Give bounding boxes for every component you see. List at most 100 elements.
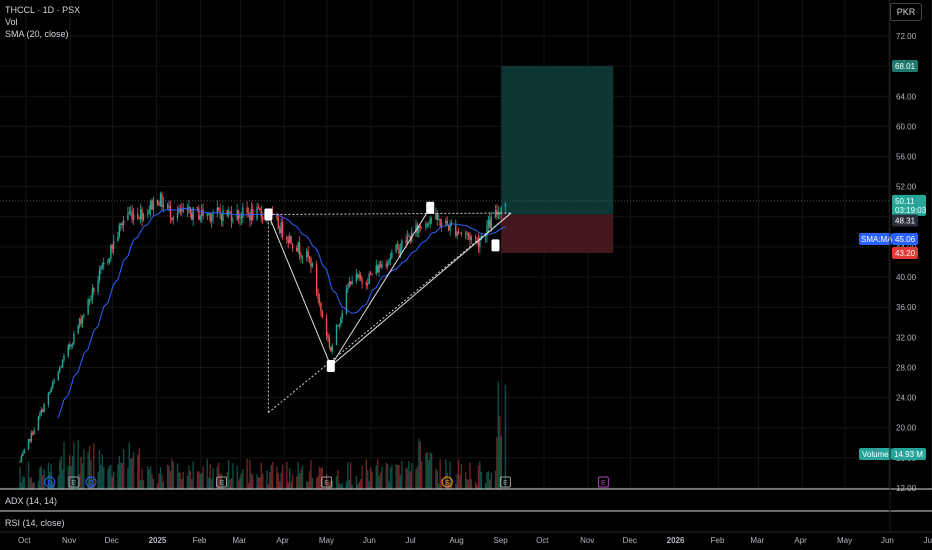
candle-body (381, 264, 383, 268)
candle-body (70, 344, 72, 347)
svg-text:SMA:MA: SMA:MA (861, 235, 893, 244)
adx-pane-label: ADX (14, 14) (5, 496, 58, 506)
candle-body (97, 280, 99, 293)
pattern-point[interactable] (326, 359, 335, 372)
price-axis[interactable]: 72.0068.0064.0060.0056.0052.0048.0044.00… (896, 32, 917, 493)
dividend-event-icon[interactable]: D (44, 476, 56, 488)
svg-text:D: D (89, 480, 94, 487)
volume-bar (29, 478, 31, 489)
volume-bar (108, 465, 111, 489)
candle-body (345, 289, 348, 313)
volume-bar (216, 466, 218, 489)
candle-body (306, 251, 308, 257)
time-tick-label: Dec (623, 536, 637, 545)
candle-body (479, 240, 481, 248)
candle-body (239, 216, 241, 219)
candle-body (138, 218, 140, 220)
profit-zone[interactable] (501, 66, 614, 215)
harmonic-pattern[interactable] (264, 201, 512, 414)
volume-bars (19, 381, 507, 489)
candle-body (189, 207, 192, 214)
candle-body (440, 222, 443, 227)
candle-body (32, 432, 34, 435)
earnings-event-icon[interactable]: E (68, 476, 80, 488)
volume-bar (325, 473, 328, 489)
volume-bar (98, 449, 101, 489)
candle-body (53, 380, 55, 383)
pattern-point[interactable] (491, 239, 500, 252)
candle-body (359, 274, 362, 279)
time-tick-label: Jul (924, 536, 932, 545)
earnings-event-icon[interactable]: E (321, 476, 333, 488)
volume-bar (239, 477, 241, 489)
candle-body (338, 324, 341, 326)
candle-body (311, 263, 314, 267)
volume-bar (232, 463, 234, 489)
volume-bar (416, 466, 419, 489)
volume-bar (408, 460, 410, 489)
candle-body (419, 226, 421, 228)
pattern-point[interactable] (426, 201, 435, 214)
volume-bar (151, 474, 153, 489)
candle-body (428, 223, 430, 225)
currency-button[interactable]: PKR (890, 3, 922, 21)
candle-body (395, 244, 397, 253)
volume-bar (152, 478, 155, 489)
candle-body (60, 367, 62, 369)
candle-body (209, 213, 211, 222)
volume-bar (219, 473, 221, 489)
volume-bar (365, 459, 368, 489)
time-axis[interactable]: Oct Nov Dec 2025 Feb Mar Apr May Jun Jul Aug Sep Oct… (18, 536, 932, 545)
price-tick-label: 20.00 (896, 424, 917, 433)
volume-bar (338, 483, 341, 489)
candle-body (259, 207, 261, 211)
candle-body (277, 217, 280, 229)
pattern-point[interactable] (264, 208, 273, 221)
volume-bar (350, 462, 352, 489)
svg-text:43.20: 43.20 (895, 249, 916, 258)
volume-bar (429, 452, 431, 489)
volume-bar (388, 481, 390, 489)
candle-body (308, 257, 311, 259)
candle-body (30, 432, 33, 442)
candle-body (385, 264, 387, 267)
time-tick-label: Apr (794, 536, 807, 545)
dividend-event-icon[interactable]: D (85, 476, 97, 488)
candle-body (83, 314, 85, 317)
volume-bar (206, 459, 209, 489)
candle-body (430, 218, 433, 220)
volume-bar (37, 480, 40, 489)
candle-body (460, 232, 463, 234)
volume-bar (476, 484, 478, 489)
price-tick-label: 72.00 (896, 32, 917, 41)
candle-body (43, 404, 45, 412)
volume-bar (378, 476, 380, 489)
earnings-event-icon[interactable]: E (499, 476, 511, 488)
volume-bar (159, 467, 162, 489)
candle-body (127, 213, 129, 221)
candle-body (181, 209, 183, 212)
volume-bar (456, 474, 458, 489)
candle-body (288, 236, 291, 243)
volume-bar (176, 463, 179, 489)
candle-body (489, 219, 491, 228)
earnings-event-icon[interactable]: E (216, 476, 228, 488)
candle-body (57, 371, 60, 381)
volume-bar (428, 460, 430, 489)
candle-body (149, 200, 152, 211)
volume-bar (484, 483, 487, 489)
candle-body (469, 235, 471, 241)
earnings-event-icon[interactable]: E (597, 476, 609, 488)
candle-body (340, 317, 342, 325)
volume-bar (78, 473, 81, 489)
loss-zone[interactable] (501, 214, 614, 253)
volume-bar (297, 462, 299, 489)
volume-bar (497, 381, 500, 489)
volume-bar (131, 458, 133, 489)
volume-bar (181, 479, 183, 489)
pattern-support-line (330, 212, 512, 367)
volume-bar (385, 462, 387, 489)
split-event-icon[interactable]: S (441, 476, 453, 488)
